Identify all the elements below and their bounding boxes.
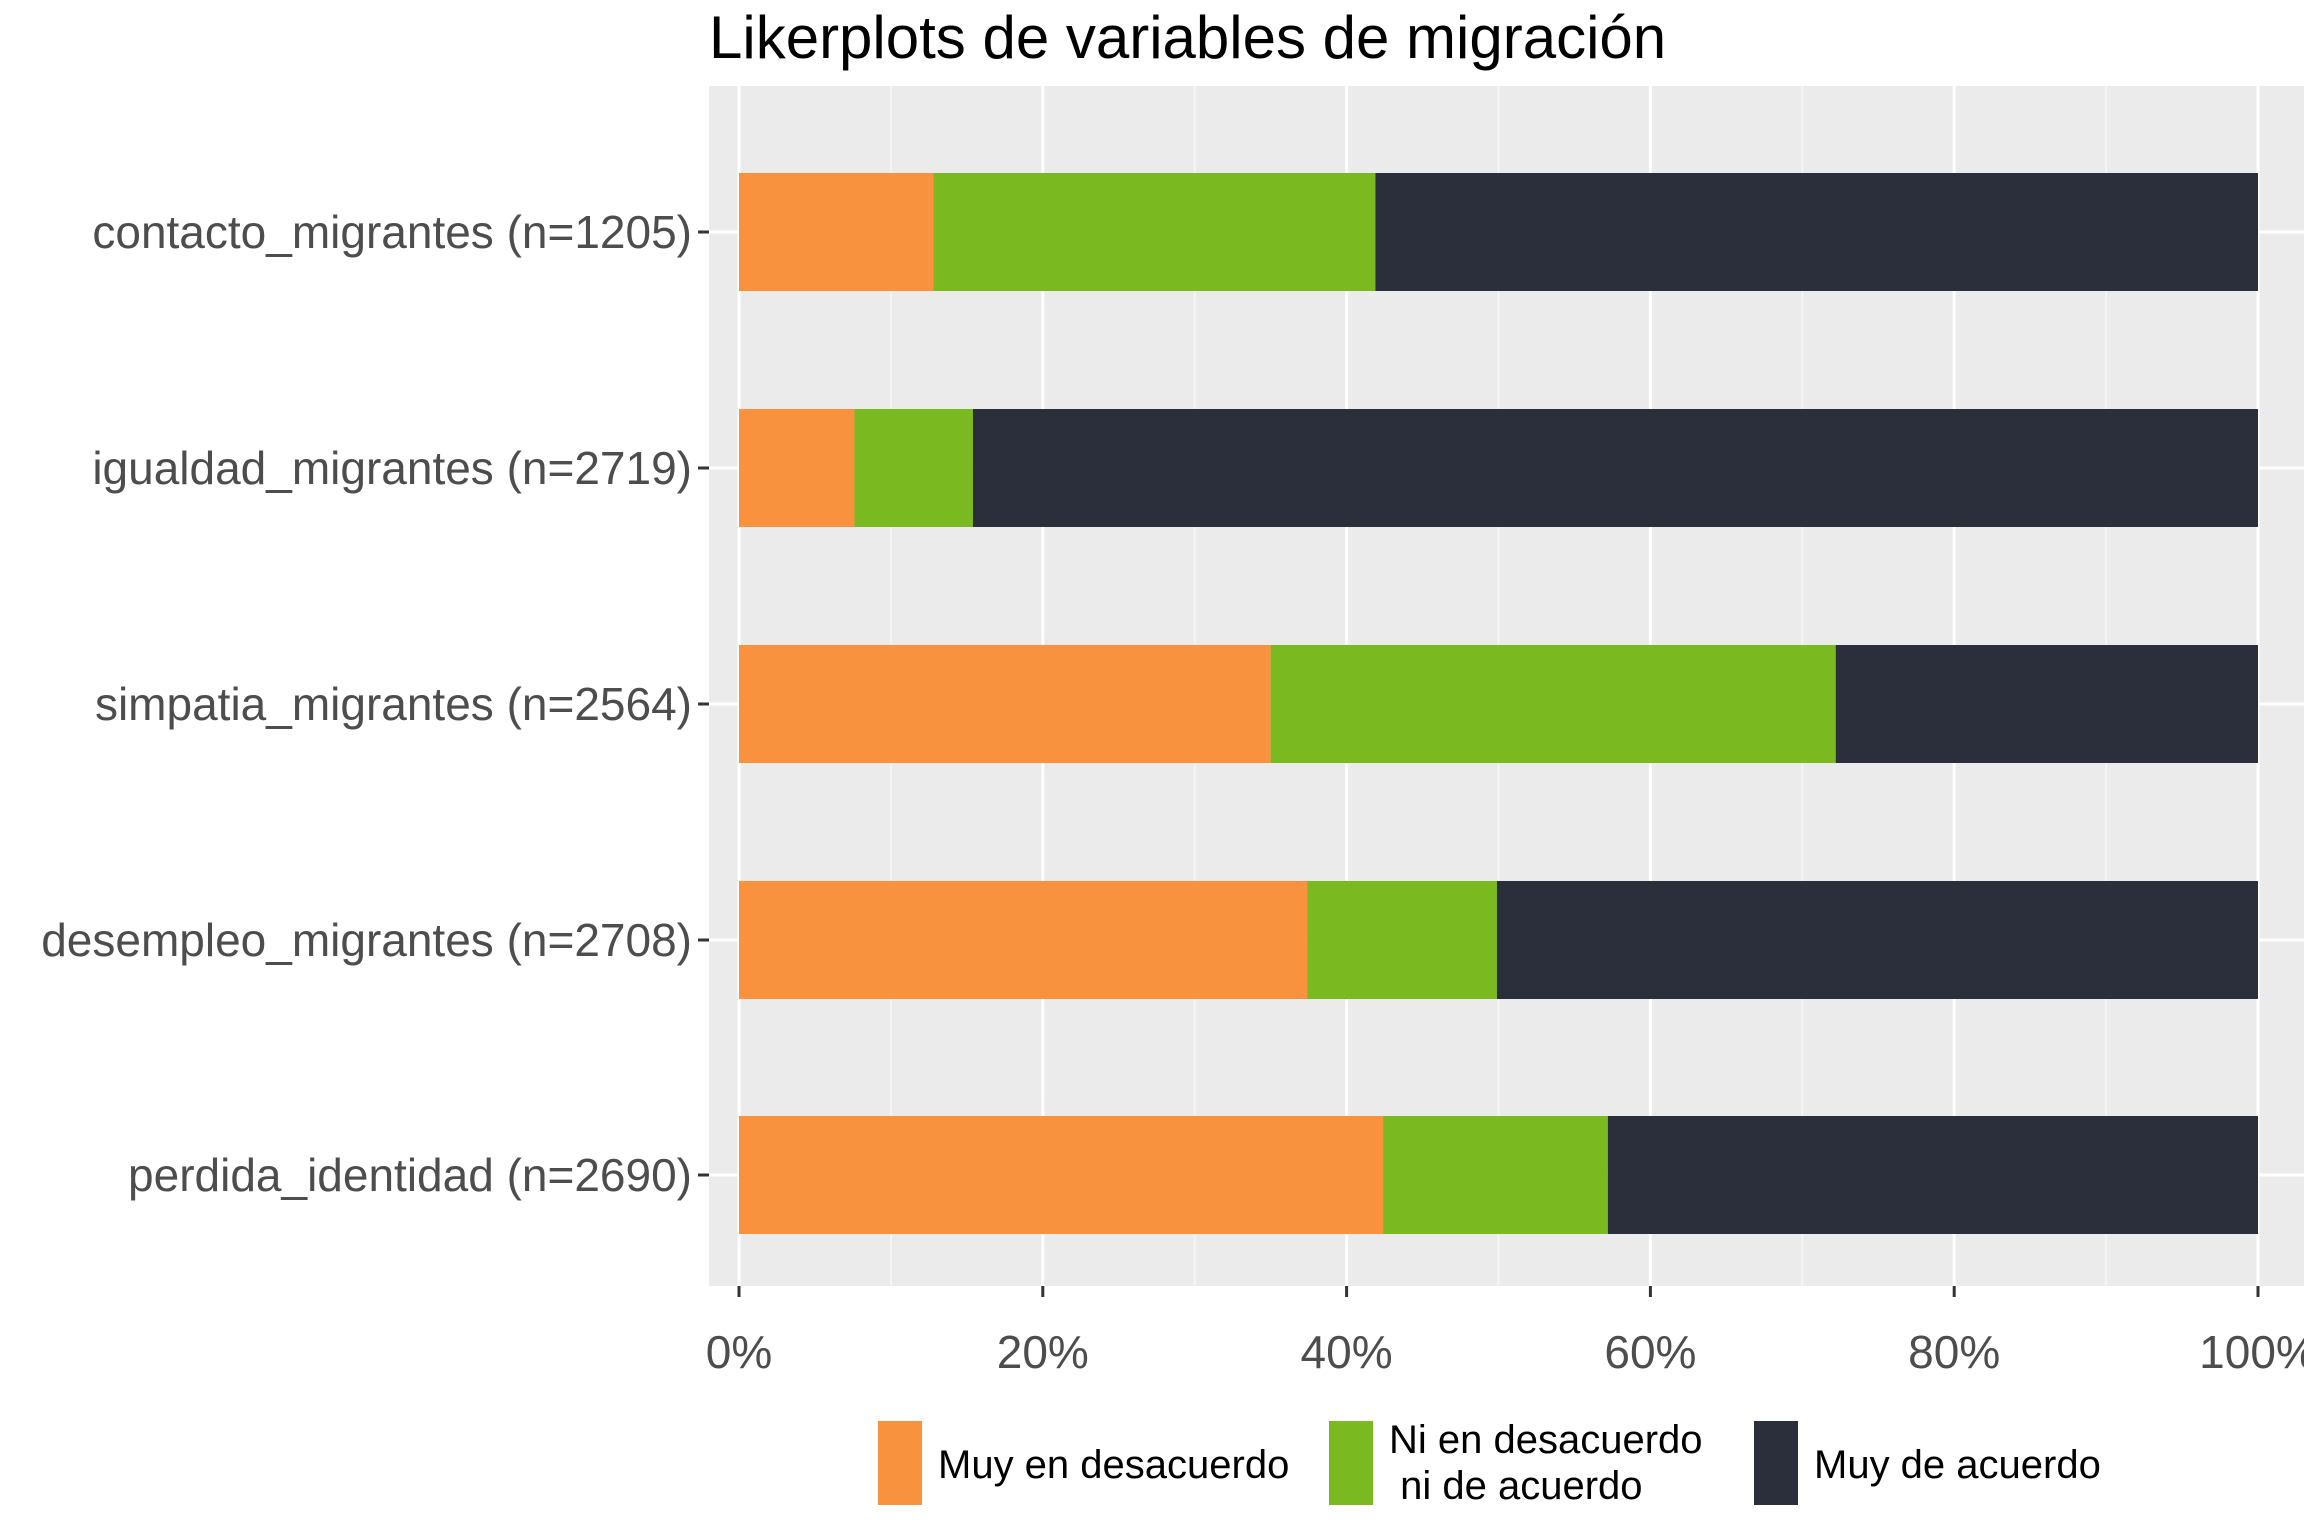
bar-segment bbox=[1835, 645, 2258, 763]
bar-segment bbox=[1375, 173, 2258, 291]
x-tick-label: 40% bbox=[1301, 1326, 1393, 1378]
legend-label: Ni en desacuerdo ni de acuerdo bbox=[1389, 1418, 1703, 1508]
y-tick-label: contacto_migrantes (n=1205) bbox=[92, 206, 692, 258]
bar-segment bbox=[854, 409, 973, 527]
bar-segment bbox=[933, 173, 1376, 291]
legend-label: Muy de acuerdo bbox=[1814, 1443, 2101, 1487]
chart-title: Likerplots de variables de migración bbox=[709, 4, 1666, 71]
bar-segment bbox=[1270, 645, 1836, 763]
x-tick-label: 0% bbox=[706, 1326, 772, 1378]
bar-segment bbox=[972, 409, 2258, 527]
y-tick-label: simpatia_migrantes (n=2564) bbox=[95, 678, 692, 730]
bar-segment bbox=[739, 173, 934, 291]
bar-segment bbox=[739, 645, 1271, 763]
bar-segment bbox=[739, 881, 1308, 999]
bar-segment bbox=[1383, 1116, 1608, 1234]
bar-segment bbox=[1307, 881, 1497, 999]
legend-key bbox=[1329, 1421, 1373, 1505]
legend: Muy en desacuerdo Ni en desacuerdo ni de … bbox=[878, 1418, 2101, 1508]
y-tick-label: perdida_identidad (n=2690) bbox=[128, 1149, 692, 1201]
bars bbox=[739, 173, 2258, 1234]
y-axis-labels: contacto_migrantes (n=1205) igualdad_migr… bbox=[41, 206, 709, 1201]
bar-segment bbox=[1607, 1116, 2258, 1234]
x-tick-label: 80% bbox=[1908, 1326, 2000, 1378]
legend-label: Muy en desacuerdo bbox=[938, 1443, 1289, 1487]
bar-segment bbox=[739, 409, 855, 527]
x-tick-label: 20% bbox=[997, 1326, 1089, 1378]
x-tick-label: 60% bbox=[1604, 1326, 1696, 1378]
y-tick-label: desempleo_migrantes (n=2708) bbox=[41, 914, 692, 966]
legend-key bbox=[878, 1421, 922, 1505]
bar-segment bbox=[739, 1116, 1384, 1234]
legend-key bbox=[1754, 1421, 1798, 1505]
y-tick-label: igualdad_migrantes (n=2719) bbox=[92, 442, 692, 494]
bar-segment bbox=[1496, 881, 2258, 999]
x-tick-label: 100% bbox=[2199, 1326, 2304, 1378]
x-axis-labels: 0% 20% 40% 60% 80% 100% bbox=[706, 1286, 2304, 1378]
